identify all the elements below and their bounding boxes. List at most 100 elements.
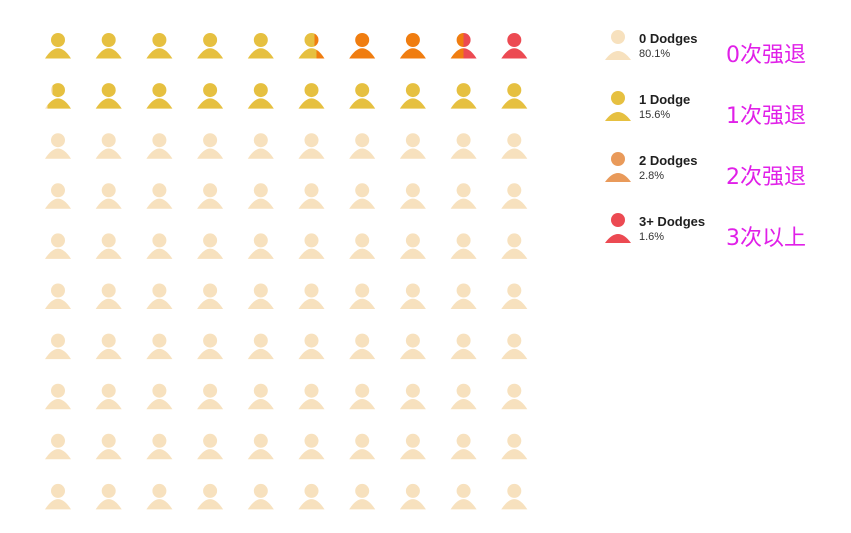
person-icon-body (146, 449, 173, 460)
person-icon-body (197, 248, 224, 259)
person-icon (298, 83, 325, 109)
person-icon (146, 33, 173, 59)
person-icon-body (95, 248, 122, 259)
person-icon (45, 483, 71, 510)
person-icon-body (95, 449, 122, 460)
person-icon-head (152, 333, 167, 348)
person-icon (399, 433, 426, 460)
person-icon-head (101, 33, 116, 47)
legend-label: 2 Dodges (639, 153, 698, 168)
person-icon (95, 333, 122, 360)
legend-annotation: 2次强退 (726, 165, 806, 190)
person-icon-head (507, 33, 522, 47)
person-icon-head (203, 433, 218, 448)
person-icon-body (501, 298, 528, 309)
person-icon-body (399, 348, 426, 360)
person-icon-head (203, 133, 218, 148)
legend-person-icon (605, 30, 631, 60)
person-icon-head (355, 133, 370, 148)
person-icon-body (197, 198, 224, 209)
person-icon-head (101, 483, 116, 498)
person-icon (349, 333, 376, 360)
person-icon (298, 233, 325, 259)
person-icon-body (450, 298, 477, 309)
person-icon-body (45, 248, 71, 259)
person-icon (349, 33, 376, 59)
person-icon-head (304, 33, 319, 47)
person-icon-body (146, 298, 173, 309)
person-icon-head (507, 383, 522, 398)
person-icon (501, 433, 528, 460)
person-icon-head (101, 283, 116, 298)
person-icon-body (95, 198, 122, 209)
legend-item: 2 Dodges 2.8% 2次强退 (604, 150, 844, 211)
person-icon-head (456, 333, 471, 348)
person-icon (501, 233, 528, 259)
person-icon-body (501, 248, 528, 259)
person-icon-head (304, 183, 319, 198)
person-icon-head (51, 133, 65, 148)
person-icon-head (203, 483, 218, 498)
person-icon (501, 133, 528, 159)
person-icon-head (253, 333, 268, 348)
person-icon-head (152, 283, 167, 298)
person-icon (247, 83, 274, 109)
person-icon-head (101, 233, 116, 248)
person-icon (501, 483, 528, 510)
person-icon (450, 433, 477, 460)
person-icon-body (247, 98, 274, 109)
person-icon (349, 483, 376, 510)
person-icon (349, 233, 376, 259)
person-icon (247, 183, 274, 209)
person-icon (298, 383, 325, 410)
person-icon-body (146, 398, 173, 410)
person-icon-body (349, 248, 376, 259)
person-icon (95, 233, 122, 259)
person-icon-body (298, 98, 325, 109)
person-icon (45, 183, 71, 209)
person-icon-body (349, 398, 376, 410)
person-icon-body (146, 98, 173, 109)
person-icon (450, 233, 477, 259)
person-icon-body (349, 148, 376, 159)
person-icon (95, 383, 122, 410)
person-icon-head (304, 383, 319, 398)
person-icon-body (247, 48, 274, 59)
person-icon (349, 83, 376, 109)
person-icon-body (45, 449, 71, 460)
person-icon (349, 383, 376, 410)
person-icon (197, 333, 224, 360)
person-icon-body (197, 48, 224, 59)
person-icon-head (456, 283, 471, 298)
person-icon (450, 83, 477, 109)
person-icon-body (197, 298, 224, 309)
person-icon-head (152, 383, 167, 398)
person-icon-head (304, 483, 319, 498)
person-icon-body (146, 499, 173, 510)
person-icon-head (355, 183, 370, 198)
person-icon-head (304, 433, 319, 448)
person-icon (298, 133, 325, 159)
person-icon-head (253, 433, 268, 448)
legend-annotation: 0次强退 (726, 43, 806, 68)
person-icon-head (507, 183, 522, 198)
person-icon-body (399, 449, 426, 460)
person-icon (399, 83, 426, 109)
person-icon (298, 33, 325, 59)
person-icon-body (298, 348, 325, 360)
person-icon-body (399, 48, 426, 59)
legend-person-icon (605, 213, 631, 243)
person-icon-head (405, 433, 420, 448)
person-icon-head (456, 383, 471, 398)
person-icon-body (298, 148, 325, 159)
person-icon-body (450, 198, 477, 209)
legend-item: 1 Dodge 15.6% 1次强退 (604, 89, 844, 150)
legend-label: 3+ Dodges (639, 214, 706, 229)
person-icon (399, 483, 426, 510)
legend-annotation: 3次以上 (726, 226, 806, 251)
legend-percent: 15.6% (639, 109, 671, 121)
person-icon (95, 283, 122, 309)
person-icon-head (101, 383, 116, 398)
person-icon (95, 133, 122, 159)
person-icon-body (45, 298, 71, 309)
